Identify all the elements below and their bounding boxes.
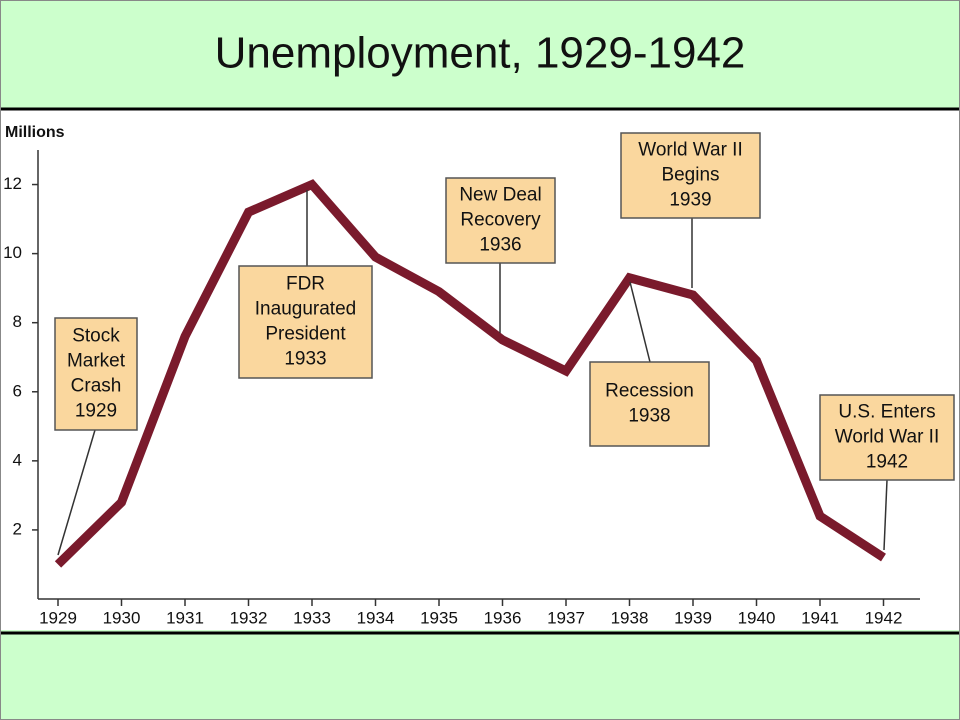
- annotation-box: [819, 394, 955, 481]
- x-tick-label: 1940: [738, 608, 776, 627]
- annotation-text: FDR: [286, 274, 325, 295]
- x-tick-label: 1930: [103, 608, 141, 627]
- x-tick-label: 1942: [865, 608, 903, 627]
- chart-title: Unemployment, 1929-1942: [215, 29, 746, 78]
- y-tick-label: 12: [3, 174, 22, 193]
- annotation-text: 1936: [479, 235, 521, 256]
- y-tick-label: 4: [13, 450, 22, 469]
- x-tick-label: 1931: [166, 608, 204, 627]
- x-tick-label: 1933: [293, 608, 331, 627]
- annotation-box: [54, 317, 138, 431]
- x-tick-label: 1938: [611, 608, 649, 627]
- x-tick-label: 1932: [230, 608, 268, 627]
- annotation-text: 1933: [284, 349, 326, 370]
- annotation-text: Stock: [72, 326, 120, 347]
- y-tick-label: 2: [13, 519, 22, 538]
- y-axis-label: Millions: [5, 124, 65, 141]
- x-tick-label: 1936: [484, 608, 522, 627]
- annotation-text: 1942: [866, 452, 908, 473]
- annotation-text: Crash: [71, 376, 122, 397]
- annotation-leader: [629, 281, 651, 363]
- annotation-box: [589, 361, 710, 447]
- x-tick-label: 1929: [39, 608, 77, 627]
- x-tick-label: 1937: [547, 608, 585, 627]
- annotation-text: World War II: [835, 427, 940, 448]
- annotation-text: President: [265, 324, 346, 345]
- x-tick-label: 1941: [801, 608, 839, 627]
- annotation-text: Recovery: [460, 210, 541, 231]
- y-tick-label: 8: [13, 312, 22, 331]
- annotation-text: Market: [67, 351, 126, 372]
- annotation-text: World War II: [638, 140, 743, 161]
- data-line: [54, 179, 886, 568]
- annotation-leader: [57, 429, 96, 556]
- annotation-text: U.S. Enters: [838, 402, 935, 423]
- annotation-box: [238, 265, 373, 379]
- annotation-text: 1929: [75, 401, 117, 422]
- y-tick-label: 6: [13, 381, 22, 400]
- annotation-box: [445, 177, 556, 264]
- annotation-text: New Deal: [459, 185, 541, 206]
- annotation-leader: [883, 479, 888, 551]
- x-tick-label: 1935: [420, 608, 458, 627]
- annotation-text: Inaugurated: [255, 299, 356, 320]
- x-tick-label: 1934: [357, 608, 395, 627]
- annotation-text: Begins: [661, 165, 719, 186]
- annotation-box: [620, 132, 761, 219]
- y-tick-label: 10: [3, 243, 22, 262]
- x-tick-label: 1939: [674, 608, 712, 627]
- annotation-text: 1938: [628, 406, 670, 427]
- annotation-text: 1939: [669, 190, 711, 211]
- annotation-text: Recession: [605, 381, 694, 402]
